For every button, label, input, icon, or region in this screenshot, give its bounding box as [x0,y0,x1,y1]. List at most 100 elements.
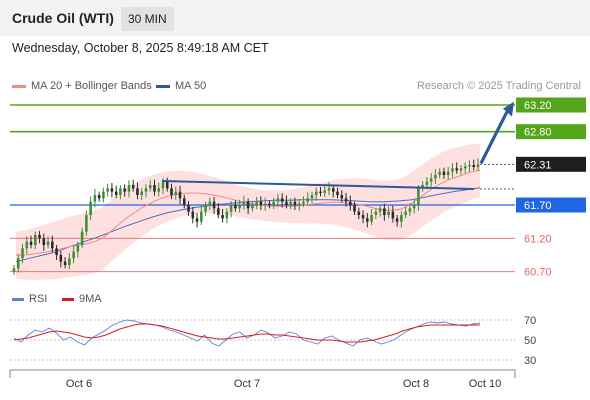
candle-body [25,241,29,249]
candle-body [451,168,454,172]
candle-body [361,215,365,219]
candle [102,187,105,203]
candle-body [302,201,305,204]
candle [370,209,373,225]
candle [349,195,352,211]
candle [140,188,143,200]
candle [63,257,67,269]
candle [191,207,195,224]
candle-body [293,201,297,205]
candle-body [29,241,33,245]
candle [468,160,471,173]
candle-body [187,205,190,212]
candle-body [421,185,424,189]
candle-body [378,208,382,212]
candle-body [208,201,212,205]
candle [429,173,433,187]
candle [76,241,80,258]
x-tick-label: Oct 6 [66,378,92,390]
candle [217,203,220,219]
candle [200,205,203,225]
candle-body [425,181,429,185]
instrument-title: Crude Oil (WTI) [12,10,114,26]
level-label-62.80: 62.80 [524,127,552,139]
candle [446,167,450,180]
candle [157,182,161,197]
level-tag-62.80 [516,124,586,140]
candle [293,197,297,210]
candle-body [280,198,284,202]
candle [434,169,437,185]
candle [225,208,229,224]
candle [387,206,390,219]
candle [366,213,369,228]
candle [361,210,365,224]
source-credit: Research © 2025 Trading Central [416,80,581,92]
candle [204,201,207,216]
rsi-swatch-icon [12,297,24,301]
candle-body [165,181,169,189]
candle-body [374,211,378,215]
candle-body [327,188,331,191]
candle-body [468,165,471,167]
candle [106,183,109,197]
candle [357,207,361,220]
candle [55,245,58,260]
candle [259,196,263,210]
candle-body [297,203,301,205]
rsi-line [13,319,481,347]
level-label-62.31: 62.31 [524,159,552,171]
candle-body [310,195,314,199]
candle-body [38,235,41,239]
candle [34,231,37,250]
level-label-60.70: 60.70 [524,267,552,279]
candle-body [63,261,67,265]
rsi-ma-line [13,323,480,343]
level-tag-62.31 [516,156,586,172]
candle-body [89,201,92,215]
candle-body [59,255,63,262]
candle [144,184,148,198]
candles-group [12,158,480,275]
legend-ma20: MA 20 + Bollinger Bands [12,80,152,92]
candle [353,201,356,215]
candle-body [408,208,412,212]
candle [417,185,420,211]
candle-body [85,215,88,232]
candle [442,167,446,180]
candle [85,210,88,236]
candle [59,251,63,268]
legend-9ma: 9MA [62,293,102,305]
candle [251,201,254,212]
candle-body [263,203,267,205]
candle [114,185,118,199]
candle-body [434,175,437,179]
rsi-tick-label: 70 [524,315,536,327]
candle [297,199,301,211]
level-label-61.70: 61.70 [524,200,552,212]
candle-body [387,211,390,215]
candle [268,200,271,209]
candle-body [438,171,441,175]
candle [153,179,156,196]
candle-body [357,211,361,215]
candle [391,205,395,223]
candle [459,165,463,175]
candle-body [344,198,348,202]
candle-body [80,231,84,245]
candle [16,254,20,273]
candle-body [246,201,250,209]
candle [127,180,131,198]
candle-body [140,191,143,195]
candle [421,181,424,192]
candle [463,162,467,174]
timeframe-badge[interactable]: 30 MIN [121,7,174,31]
candle [110,183,114,198]
candle-body [191,211,195,219]
candle [187,201,190,216]
candle [195,213,199,228]
candle-body [76,245,80,252]
trendline [161,180,475,190]
candle-body [455,168,458,171]
